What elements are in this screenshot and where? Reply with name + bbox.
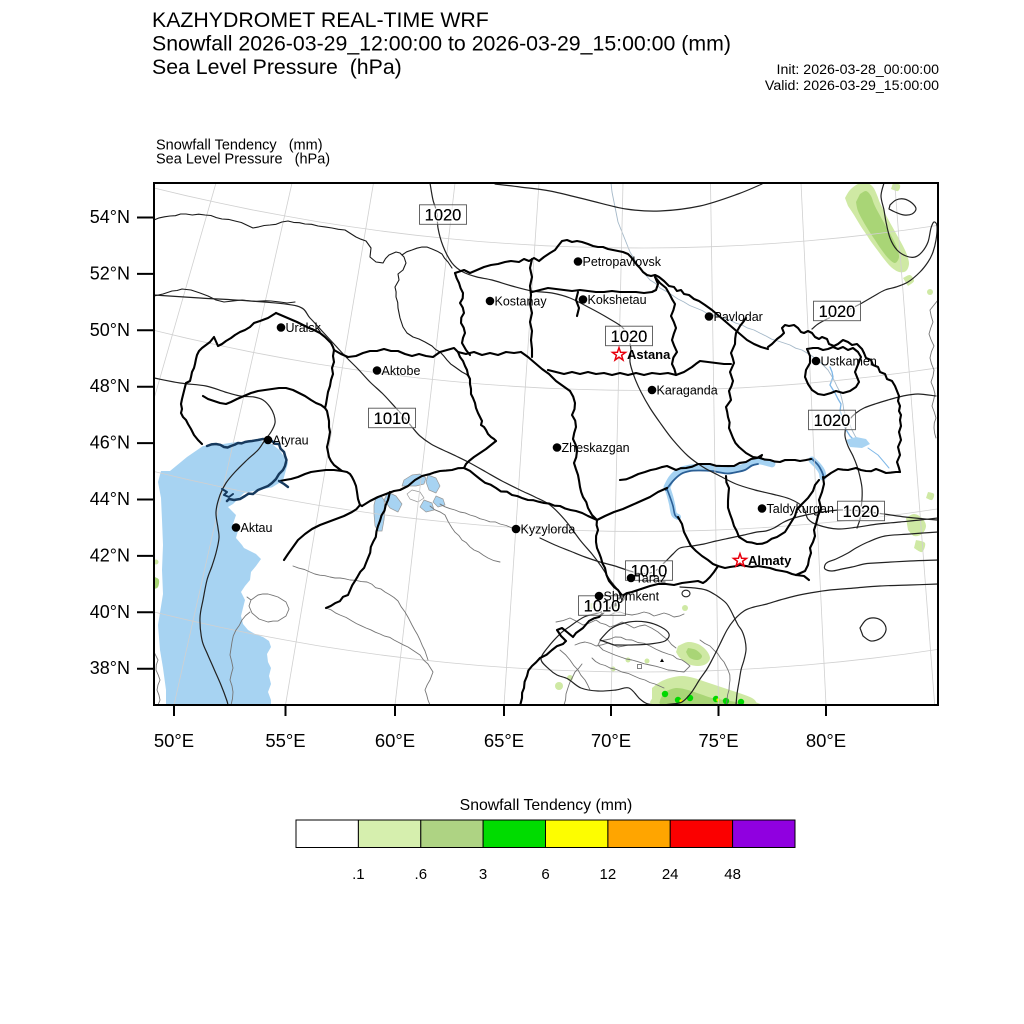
svg-text:Atyrau: Atyrau <box>273 434 309 448</box>
svg-text:65°E: 65°E <box>484 730 524 751</box>
svg-text:1020: 1020 <box>611 328 648 346</box>
svg-text:1020: 1020 <box>425 206 462 224</box>
svg-text:Snowfall Tendency (mm): Snowfall Tendency (mm) <box>460 797 633 814</box>
svg-text:38°N: 38°N <box>90 658 130 678</box>
svg-text:Petropavlovsk: Petropavlovsk <box>583 255 662 269</box>
svg-text:1020: 1020 <box>814 412 851 430</box>
svg-text:1020: 1020 <box>819 303 856 321</box>
svg-text:1010: 1010 <box>631 562 668 580</box>
svg-text:Snowfall 2026-03-29_12:00:00 t: Snowfall 2026-03-29_12:00:00 to 2026-03-… <box>152 32 731 56</box>
svg-text:50°E: 50°E <box>154 730 194 751</box>
svg-text:1020: 1020 <box>814 412 851 430</box>
svg-text:24: 24 <box>662 866 679 883</box>
svg-text:Uralsk: Uralsk <box>286 321 322 335</box>
svg-text:1020: 1020 <box>819 303 856 321</box>
svg-text:1010: 1010 <box>374 410 411 428</box>
svg-text:Karaganda: Karaganda <box>657 384 718 398</box>
svg-text:Shymkent: Shymkent <box>604 590 660 604</box>
svg-text:KAZHYDROMET REAL-TIME WRF: KAZHYDROMET REAL-TIME WRF <box>152 8 489 32</box>
svg-text:52°N: 52°N <box>90 263 130 283</box>
svg-text:Astana: Astana <box>627 347 671 362</box>
svg-text:1020: 1020 <box>843 503 880 521</box>
svg-text:Aktau: Aktau <box>241 521 273 535</box>
svg-text:48°N: 48°N <box>90 376 130 396</box>
svg-text:3: 3 <box>479 866 487 883</box>
svg-text:Snowfall Tendency (mm): Snowfall Tendency (mm) <box>156 138 323 154</box>
svg-text:48: 48 <box>724 866 741 883</box>
svg-text:42°N: 42°N <box>90 545 130 565</box>
svg-text:55°E: 55°E <box>265 730 305 751</box>
svg-text:1010: 1010 <box>584 597 621 615</box>
svg-text:46°N: 46°N <box>90 433 130 453</box>
svg-text:Pavlodar: Pavlodar <box>714 310 763 324</box>
svg-text:1020: 1020 <box>611 328 648 346</box>
svg-text:Valid: 2026-03-29_15:00:00: Valid: 2026-03-29_15:00:00 <box>765 78 939 94</box>
svg-text:1020: 1020 <box>425 206 462 224</box>
svg-text:Kokshetau: Kokshetau <box>588 293 647 307</box>
svg-text:Taldykurgan: Taldykurgan <box>767 502 834 516</box>
svg-text:44°N: 44°N <box>90 489 130 509</box>
svg-text:6: 6 <box>541 866 549 883</box>
svg-text:50°N: 50°N <box>90 320 130 340</box>
svg-text:Init: 2026-03-28_00:00:00: Init: 2026-03-28_00:00:00 <box>777 62 940 78</box>
svg-text:70°E: 70°E <box>591 730 631 751</box>
svg-text:Sea Level Pressure (hPa): Sea Level Pressure (hPa) <box>156 152 330 168</box>
svg-text:Zheskazgan: Zheskazgan <box>562 441 630 455</box>
svg-text:Sea Level Pressure (hPa): Sea Level Pressure (hPa) <box>152 55 402 79</box>
svg-text:Ustkamen: Ustkamen <box>821 355 877 369</box>
svg-text:Kyzylorda: Kyzylorda <box>521 523 576 537</box>
svg-text:.6: .6 <box>415 866 428 883</box>
svg-text:Almaty: Almaty <box>748 553 792 568</box>
svg-text:1020: 1020 <box>843 503 880 521</box>
svg-text:Aktobe: Aktobe <box>382 364 421 378</box>
svg-text:.1: .1 <box>352 866 365 883</box>
svg-text:1010: 1010 <box>584 597 621 615</box>
svg-text:1010: 1010 <box>631 562 668 580</box>
svg-text:40°N: 40°N <box>90 602 130 622</box>
svg-text:Kostanay: Kostanay <box>495 295 548 309</box>
svg-text:60°E: 60°E <box>375 730 415 751</box>
svg-text:12: 12 <box>600 866 617 883</box>
svg-text:1010: 1010 <box>374 410 411 428</box>
svg-text:54°N: 54°N <box>90 207 130 227</box>
svg-text:Taraz: Taraz <box>636 572 667 586</box>
svg-text:75°E: 75°E <box>698 730 738 751</box>
svg-text:80°E: 80°E <box>806 730 846 751</box>
